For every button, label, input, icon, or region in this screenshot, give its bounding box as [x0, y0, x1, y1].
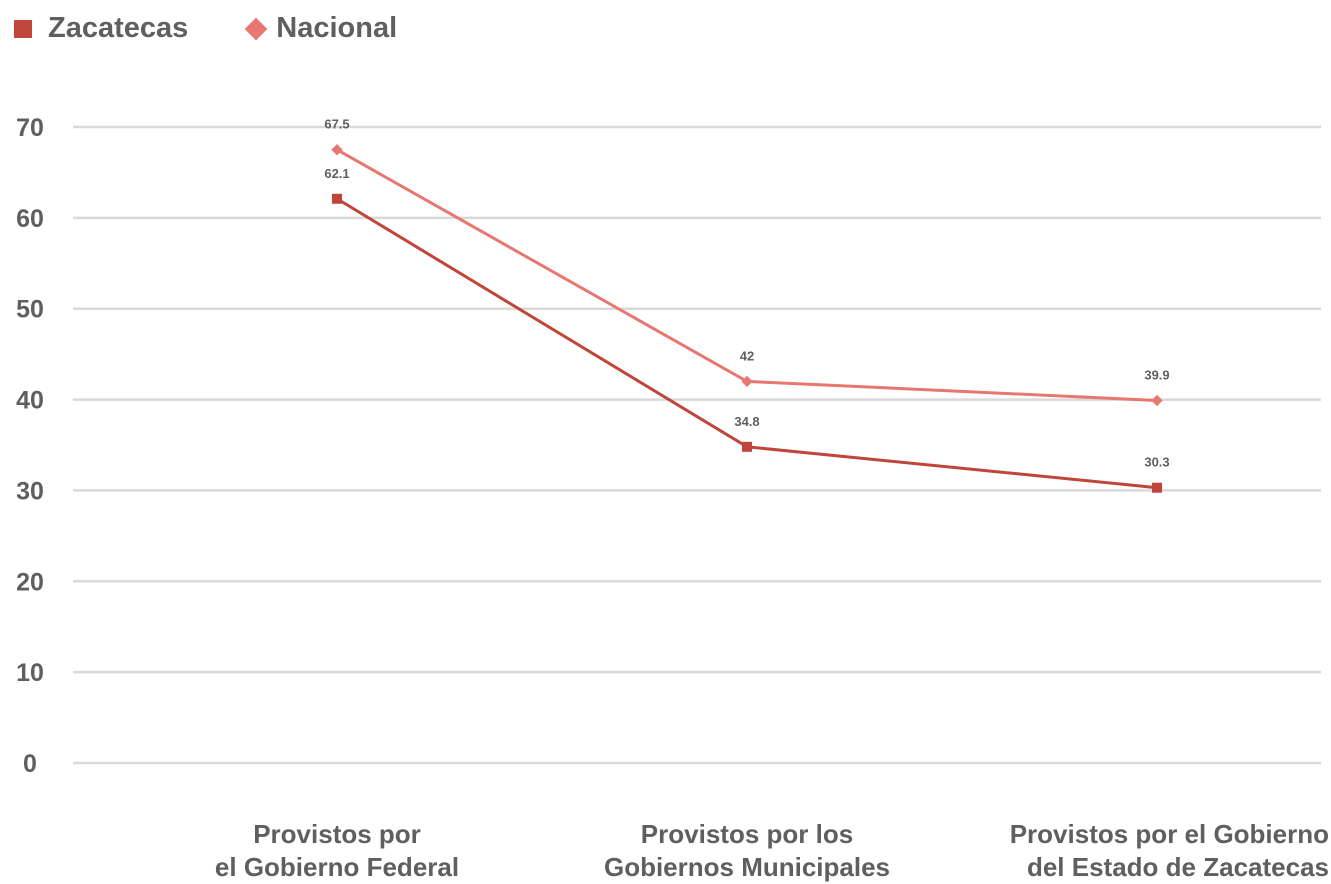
square-marker-icon [14, 19, 32, 38]
data-label: 30.3 [1144, 455, 1169, 470]
x-tick-label: Provistos por los Gobiernos Municipales [567, 818, 927, 884]
x-tick-label-line: el Gobierno Federal [214, 852, 460, 882]
data-point-nacional [741, 375, 753, 388]
data-point-zacatecas [1152, 482, 1162, 493]
x-tick-label: Provistos por el Gobierno del Estado de Z… [969, 818, 1329, 884]
x-tick-label-line: del Estado de Zacatecas [1026, 852, 1329, 882]
x-tick-label-line: Gobiernos Municipales [603, 852, 891, 882]
y-tick-label: 40 [16, 387, 44, 415]
y-tick-label: 10 [16, 659, 44, 687]
x-tick-label-line: Provistos por [253, 819, 421, 849]
data-label: 34.8 [734, 414, 759, 429]
legend-label-zacatecas: Zacatecas [48, 12, 189, 44]
legend-label-nacional: Nacional [276, 12, 398, 44]
x-tick-label: Provistos por el Gobierno Federal [157, 818, 517, 884]
data-point-zacatecas [742, 441, 752, 452]
y-tick-label: 50 [16, 296, 44, 324]
y-tick-label: 20 [16, 568, 44, 596]
data-point-nacional [1151, 394, 1163, 407]
data-label: 39.9 [1144, 367, 1169, 382]
x-tick-label-line: Provistos por el Gobierno [1009, 819, 1329, 849]
legend-item-nacional: Nacional [244, 12, 397, 45]
y-tick-label: 60 [16, 205, 44, 233]
y-tick-label: 30 [16, 477, 44, 505]
data-point-zacatecas [332, 193, 342, 204]
data-point-nacional [331, 144, 343, 156]
data-label: 42 [740, 348, 754, 363]
data-label: 62.1 [324, 166, 349, 181]
legend-item-zacatecas: Zacatecas [14, 12, 188, 45]
legend: Zacatecas Nacional [14, 12, 453, 45]
y-tick-label: 70 [16, 114, 44, 142]
data-label: 67.5 [324, 117, 349, 132]
y-tick-label: 0 [23, 750, 37, 778]
x-tick-label-line: Provistos por los [640, 819, 854, 849]
